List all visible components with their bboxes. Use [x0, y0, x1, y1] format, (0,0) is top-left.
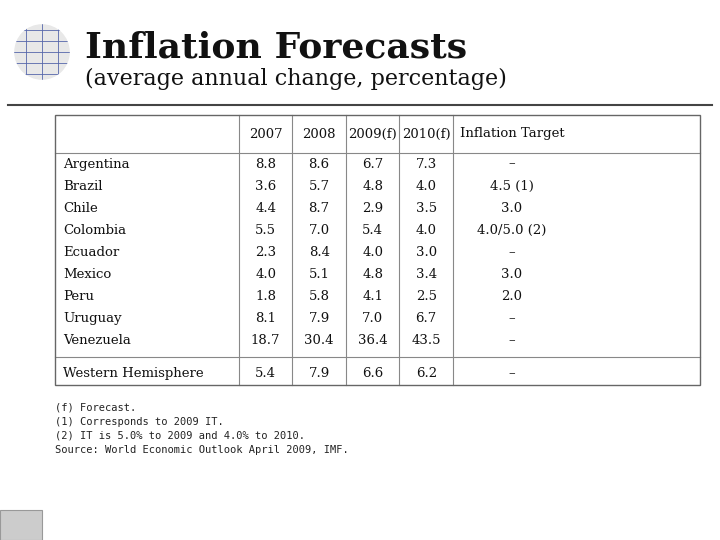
Text: 3.0: 3.0 [501, 268, 523, 281]
Text: Ecuador: Ecuador [63, 246, 120, 259]
Text: 5.5: 5.5 [255, 224, 276, 237]
Text: 4.0: 4.0 [415, 224, 437, 237]
Text: Chile: Chile [63, 202, 98, 215]
Text: 2.0: 2.0 [502, 290, 523, 303]
Text: (1) Corresponds to 2009 IT.: (1) Corresponds to 2009 IT. [55, 417, 224, 427]
Text: 6.7: 6.7 [362, 158, 383, 171]
Text: 8.1: 8.1 [255, 312, 276, 325]
Bar [55, 115, 700, 385]
Text: 4.0: 4.0 [415, 180, 437, 193]
Text: Mexico: Mexico [63, 268, 112, 281]
Text: 7.9: 7.9 [308, 312, 330, 325]
Text: 4.8: 4.8 [362, 268, 383, 281]
Text: Brazil: Brazil [63, 180, 102, 193]
Text: 6.6: 6.6 [362, 367, 383, 381]
Text: –: – [508, 246, 516, 259]
Text: 3.5: 3.5 [415, 202, 437, 215]
Text: 5.1: 5.1 [309, 268, 330, 281]
Text: 3.0: 3.0 [501, 202, 523, 215]
Text: 6.7: 6.7 [415, 312, 437, 325]
Text: 4.0: 4.0 [362, 246, 383, 259]
Text: 3.4: 3.4 [415, 268, 437, 281]
Text: 8.6: 8.6 [309, 158, 330, 171]
Text: 5.4: 5.4 [362, 224, 383, 237]
Text: 2007: 2007 [249, 127, 282, 140]
Text: 6.2: 6.2 [415, 367, 437, 381]
Text: 7.9: 7.9 [308, 367, 330, 381]
Text: Inflation Target: Inflation Target [459, 127, 564, 140]
Text: 7.3: 7.3 [415, 158, 437, 171]
Text: Argentina: Argentina [63, 158, 130, 171]
Text: 5.7: 5.7 [309, 180, 330, 193]
Text: Uruguay: Uruguay [63, 312, 122, 325]
Text: 3.6: 3.6 [255, 180, 276, 193]
Text: (f) Forecast.: (f) Forecast. [55, 403, 136, 413]
Text: –: – [508, 312, 516, 325]
Text: 30.4: 30.4 [305, 334, 334, 347]
Text: 36.4: 36.4 [358, 334, 387, 347]
Text: 2010(f): 2010(f) [402, 127, 451, 140]
Text: (2) IT is 5.0% to 2009 and 4.0% to 2010.: (2) IT is 5.0% to 2009 and 4.0% to 2010. [55, 431, 305, 441]
Text: 3.0: 3.0 [415, 246, 437, 259]
Text: Western Hemisphere: Western Hemisphere [63, 367, 204, 381]
Text: Peru: Peru [63, 290, 94, 303]
Text: Colombia: Colombia [63, 224, 126, 237]
Circle shape [10, 20, 74, 84]
Text: 2.5: 2.5 [415, 290, 437, 303]
Text: Inflation Forecasts: Inflation Forecasts [85, 30, 467, 64]
Text: –: – [508, 334, 516, 347]
Text: 43.5: 43.5 [411, 334, 441, 347]
Text: Source: World Economic Outlook April 2009, IMF.: Source: World Economic Outlook April 200… [55, 445, 348, 455]
Text: 4.8: 4.8 [362, 180, 383, 193]
Text: –: – [508, 367, 516, 381]
Text: –: – [508, 158, 516, 171]
Text: 2.9: 2.9 [362, 202, 383, 215]
Text: 18.7: 18.7 [251, 334, 280, 347]
Text: 8.8: 8.8 [255, 158, 276, 171]
Text: 4.0/5.0 (2): 4.0/5.0 (2) [477, 224, 546, 237]
Text: 5.4: 5.4 [255, 367, 276, 381]
Text: 8.4: 8.4 [309, 246, 330, 259]
Text: 8.7: 8.7 [309, 202, 330, 215]
Text: 4.5 (1): 4.5 (1) [490, 180, 534, 193]
Text: 7.0: 7.0 [362, 312, 383, 325]
Text: 7.0: 7.0 [309, 224, 330, 237]
Bar [0, 510, 42, 540]
Text: 5.8: 5.8 [309, 290, 330, 303]
Text: 4.4: 4.4 [255, 202, 276, 215]
Text: 2009(f): 2009(f) [348, 127, 397, 140]
Text: 2008: 2008 [302, 127, 336, 140]
Text: (average annual change, percentage): (average annual change, percentage) [85, 68, 507, 90]
Text: 4.0: 4.0 [255, 268, 276, 281]
Text: 4.1: 4.1 [362, 290, 383, 303]
Text: 10: 10 [12, 518, 30, 531]
Text: Venezuela: Venezuela [63, 334, 131, 347]
Text: 2.3: 2.3 [255, 246, 276, 259]
Text: 1.8: 1.8 [255, 290, 276, 303]
